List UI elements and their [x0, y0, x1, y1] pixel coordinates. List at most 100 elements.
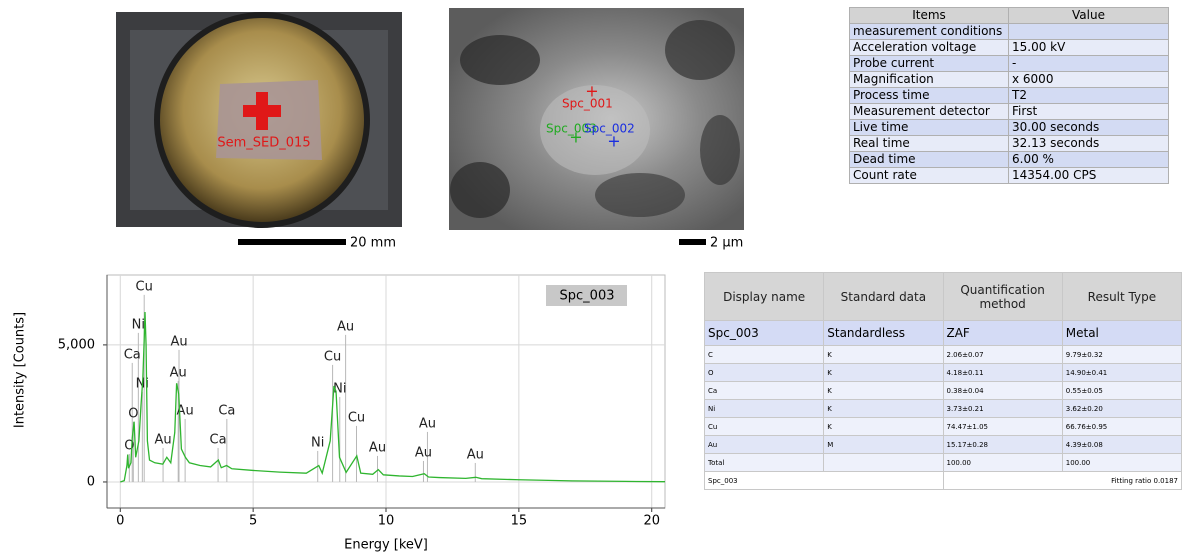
scale-bar-label: 20 mm — [350, 236, 396, 251]
table-cell: 100.00 — [943, 454, 1062, 472]
footer-cell: Fitting ratio 0.0187 — [943, 472, 1182, 490]
legend-label: Spc_003 — [560, 289, 615, 304]
table-cell: K — [824, 418, 943, 436]
peak-label: Ca — [210, 432, 227, 447]
table-cell: 14354.00 CPS — [1009, 168, 1169, 184]
table-cell: Process time — [850, 88, 1009, 104]
table-cell: M — [824, 436, 943, 454]
image-label: Sem_SED_015 — [217, 136, 310, 151]
table-cell: Spc_003 — [705, 321, 824, 346]
table-row: Magnificationx 6000 — [850, 72, 1169, 88]
table-cell: Count rate — [850, 168, 1009, 184]
table-row: Total 100.00100.00 — [705, 454, 1182, 472]
table-cell: 0.38±0.04 — [943, 382, 1062, 400]
header-cell: Result Type — [1062, 273, 1181, 321]
table-row: measurement conditions — [850, 24, 1169, 40]
table-cell: K — [824, 346, 943, 364]
footer-cell: Spc_003 — [705, 472, 944, 490]
peak-label: Ca — [124, 347, 141, 362]
x-axis-label: Energy [keV] — [344, 538, 428, 553]
table-cell: K — [824, 400, 943, 418]
table-cell: Dead time — [850, 152, 1009, 168]
table-cell: K — [824, 382, 943, 400]
table-cell: Real time — [850, 136, 1009, 152]
peak-label: Au — [170, 365, 187, 380]
sem-image: + Spc_001 + Spc_003 + Spc_002 2 µm — [449, 8, 744, 251]
table-cell: - — [1009, 56, 1169, 72]
table-cell: Acceleration voltage — [850, 40, 1009, 56]
table-cell: Live time — [850, 120, 1009, 136]
header-cell: Standard data — [824, 273, 943, 321]
scale-bar-label: 2 µm — [710, 236, 743, 251]
table-cell: C — [705, 346, 824, 364]
table-cell: 0.55±0.05 — [1062, 382, 1181, 400]
peak-label: Cu — [136, 279, 153, 294]
table-cell: 100.00 — [1062, 454, 1181, 472]
optical-image: Sem_SED_015 20 mm — [116, 12, 402, 251]
y-axis-label: Intensity [Counts] — [13, 312, 28, 428]
table-cell: Total — [705, 454, 824, 472]
table-cell: measurement conditions — [850, 24, 1009, 40]
table-cell: Ca — [705, 382, 824, 400]
x-tick-label: 10 — [378, 514, 395, 529]
y-tick-label: 5,000 — [58, 337, 95, 352]
table-cell: Magnification — [850, 72, 1009, 88]
peak-label: Cu — [324, 349, 341, 364]
table-cell: 3.73±0.21 — [943, 400, 1062, 418]
table-cell: 30.00 seconds — [1009, 120, 1169, 136]
table-cell: 4.39±0.08 — [1062, 436, 1181, 454]
table-cell: 6.00 % — [1009, 152, 1169, 168]
point-label: Spc_002 — [584, 122, 635, 136]
peak-label: Au — [467, 447, 484, 462]
peak-label: Au — [154, 432, 171, 447]
table-cell: Ni — [705, 400, 824, 418]
y-tick-label: 0 — [87, 474, 95, 489]
table-cell: 14.90±0.41 — [1062, 364, 1181, 382]
table-cell: 3.62±0.20 — [1062, 400, 1181, 418]
peak-label: Au — [337, 319, 354, 334]
peak-label: O — [128, 406, 138, 421]
x-tick-label: 0 — [116, 514, 124, 529]
table-cell: ZAF — [943, 321, 1062, 346]
header-row: ItemsValue — [850, 8, 1169, 24]
header-cell: Items — [850, 8, 1009, 24]
peak-label: Ca — [218, 403, 235, 418]
table-cell: K — [824, 364, 943, 382]
peak-label: Ni — [132, 317, 145, 332]
table-row: Count rate14354.00 CPS — [850, 168, 1169, 184]
table-cell: Cu — [705, 418, 824, 436]
table-cell: Measurement detector — [850, 104, 1009, 120]
table-cell: First — [1009, 104, 1169, 120]
x-tick-label: 15 — [511, 514, 528, 529]
peak-label: Au — [419, 416, 436, 431]
peak-label: Au — [369, 440, 386, 455]
peak-label: O — [124, 438, 134, 453]
table-cell: 4.18±0.11 — [943, 364, 1062, 382]
table-cell: O — [705, 364, 824, 382]
point-label: Spc_001 — [562, 97, 613, 111]
table-row: Probe current- — [850, 56, 1169, 72]
table-cell: Probe current — [850, 56, 1009, 72]
table-cell: 32.13 seconds — [1009, 136, 1169, 152]
header-cell: Quantification method — [943, 273, 1062, 321]
peak-label: Au — [170, 334, 187, 349]
table-cell: 15.00 kV — [1009, 40, 1169, 56]
table-cell: 74.47±1.05 — [943, 418, 1062, 436]
